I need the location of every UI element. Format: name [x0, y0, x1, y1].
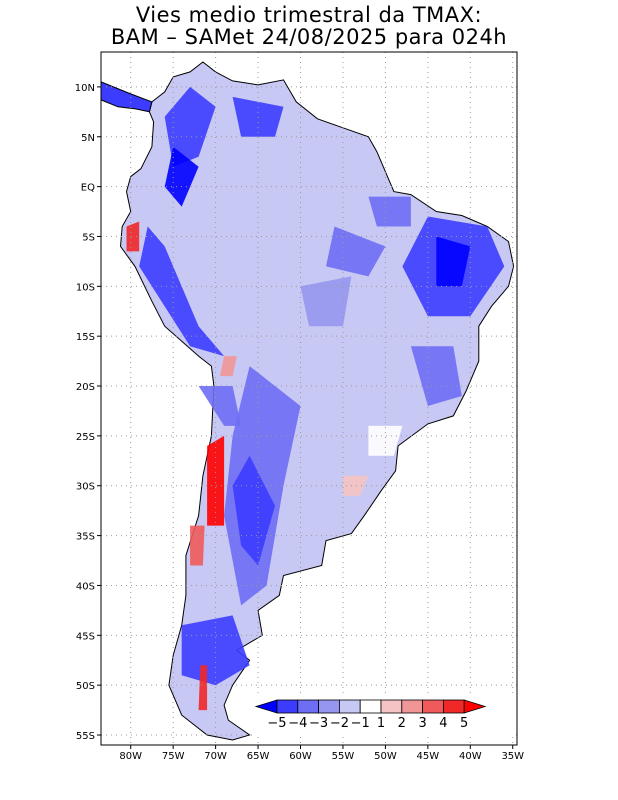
bias-patch [219, 356, 237, 377]
lon-tick-label: 70W [204, 751, 227, 762]
lat-tick-label: 20S [76, 382, 95, 393]
colorbar-label: −1 [351, 716, 370, 731]
lon-tick-label: 60W [289, 751, 312, 762]
colorbar-segment [318, 699, 340, 714]
lat-tick-label: EQ [81, 183, 95, 194]
lat-tick-label: 10S [76, 282, 95, 293]
axis-ticks: 80W 75W 70W 65W 60W 55W 50W 45W 40W 35W 10N 5N EQ 5S 1… [75, 83, 524, 762]
bias-patch [164, 86, 216, 167]
lat-tick-label: 15S [76, 332, 95, 343]
lat-tick-label: 55S [76, 731, 95, 742]
lat-tick-label: 25S [76, 432, 95, 443]
colorbar-segment [422, 699, 444, 714]
colorbar-label: 4 [439, 716, 447, 731]
colorbar-segment [276, 699, 299, 714]
lon-tick-label: 65W [247, 751, 270, 762]
bias-patch [126, 221, 140, 252]
colorbar-segment [401, 699, 423, 714]
bias-patch [232, 96, 284, 137]
lat-tick-label: 5S [82, 232, 95, 243]
map-frame [100, 51, 518, 746]
colorbar-label: 1 [377, 716, 385, 731]
south-america-landmass [119, 61, 515, 741]
lat-tick-label: 45S [76, 631, 95, 642]
colorbar-label: −3 [309, 716, 328, 731]
map-title-line2: BAM – SAMet 24/08/2025 para 024h [110, 25, 508, 49]
bias-patch [436, 236, 471, 287]
colorbar-segment [442, 699, 465, 714]
bias-patch [198, 386, 242, 426]
colorbar: −5 −4 −3 −2 −1 1 2 3 4 5 [252, 696, 514, 736]
lat-tick-label: 10N [75, 83, 95, 94]
lon-tick-label: 80W [119, 751, 142, 762]
lon-tick-label: 75W [162, 751, 185, 762]
lon-tick-label: 35W [501, 751, 524, 762]
lon-tick-label: 45W [417, 751, 440, 762]
lon-tick-label: 40W [459, 751, 482, 762]
colorbar-segment [380, 699, 403, 714]
continent-fill [100, 61, 515, 741]
lat-tick-label: 40S [76, 581, 95, 592]
bias-patch [343, 475, 369, 496]
bias-patches [126, 86, 505, 711]
lat-tick-label: 50S [76, 681, 95, 692]
colorbar-segment [338, 699, 361, 714]
lon-tick-label: 55W [332, 751, 355, 762]
colorbar-label: −4 [288, 716, 307, 731]
colorbar-label: −5 [267, 716, 286, 731]
bias-patch [326, 226, 386, 277]
bias-patch [139, 226, 225, 357]
colorbar-segment [359, 699, 382, 714]
bias-patch [190, 525, 205, 566]
map-title-line1: Vies medio trimestral da TMAX: [135, 3, 483, 27]
lat-tick-label: 35S [76, 532, 95, 543]
bias-patch [368, 196, 411, 227]
bias-patch [232, 455, 275, 566]
graticule [101, 52, 517, 745]
colorbar-arrow-right [463, 699, 487, 714]
colorbar-label: −2 [330, 716, 349, 731]
colorbar-segment [297, 699, 319, 714]
bias-patch [198, 665, 208, 711]
lat-tick-label: 5N [81, 133, 95, 144]
bias-patch [181, 615, 250, 686]
bias-patch [300, 276, 352, 327]
central-america-landmass [100, 81, 153, 113]
bias-patch [207, 435, 225, 526]
bias-patch [368, 425, 403, 456]
lon-tick-label: 50W [374, 751, 397, 762]
colorbar-label: 2 [398, 716, 406, 731]
bias-patch [164, 146, 199, 207]
colorbar-label: 3 [418, 716, 426, 731]
bias-patch [410, 346, 462, 406]
colorbar-label: 5 [460, 716, 468, 731]
lat-tick-label: 30S [76, 482, 95, 493]
